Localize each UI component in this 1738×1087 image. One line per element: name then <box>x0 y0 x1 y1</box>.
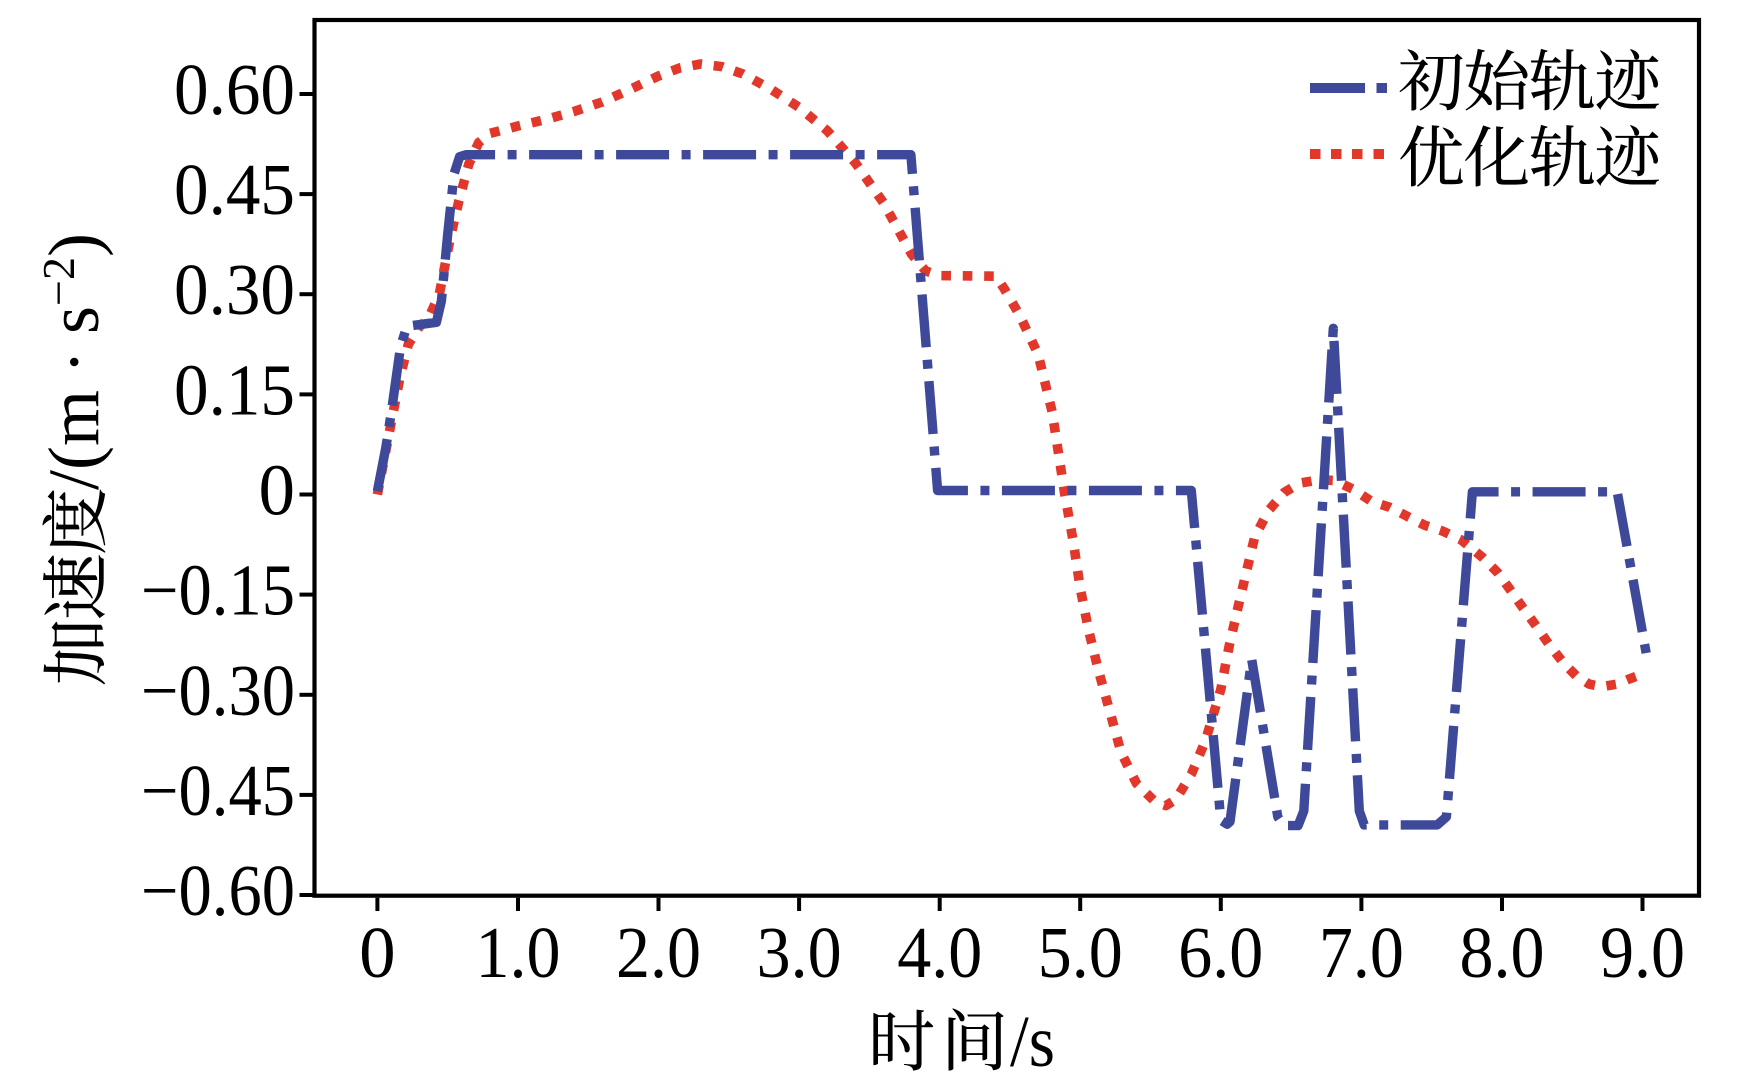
svg-text:9.0: 9.0 <box>1600 912 1685 993</box>
svg-text:5.0: 5.0 <box>1038 912 1123 993</box>
svg-text:−0.60: −0.60 <box>141 850 295 931</box>
svg-text:8.0: 8.0 <box>1460 912 1545 993</box>
svg-text:0: 0 <box>259 450 296 531</box>
svg-text:0.30: 0.30 <box>174 249 295 330</box>
svg-text:2.0: 2.0 <box>616 912 701 993</box>
svg-text:4.0: 4.0 <box>897 912 982 993</box>
svg-text:/s: /s <box>1010 1001 1055 1082</box>
svg-text:0.45: 0.45 <box>174 149 295 230</box>
svg-text:0.15: 0.15 <box>174 349 295 430</box>
svg-text:7.0: 7.0 <box>1319 912 1404 993</box>
svg-text:−0.45: −0.45 <box>141 750 295 831</box>
svg-text:0.60: 0.60 <box>174 49 295 130</box>
svg-text:−0.30: −0.30 <box>141 650 295 731</box>
svg-text:3.0: 3.0 <box>757 912 842 993</box>
svg-text:6.0: 6.0 <box>1178 912 1263 993</box>
svg-text:/(m·s−2): /(m·s−2) <box>33 233 114 490</box>
svg-text:1.0: 1.0 <box>476 912 561 993</box>
svg-text:0: 0 <box>359 912 396 993</box>
svg-text:−0.15: −0.15 <box>141 550 295 631</box>
